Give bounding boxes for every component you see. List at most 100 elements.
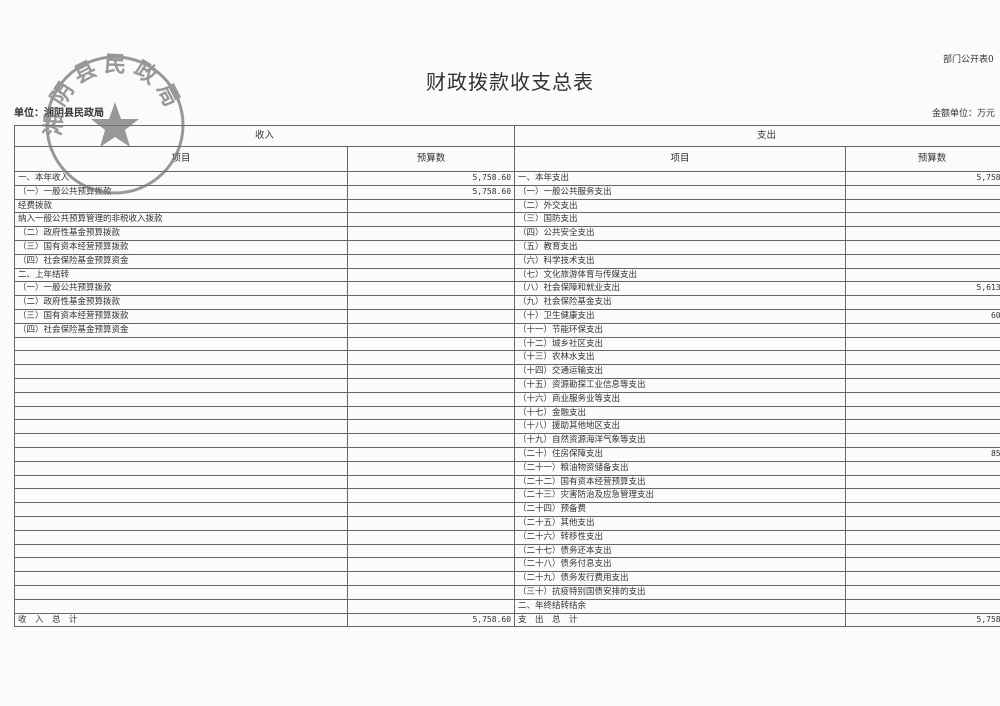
right-item: （十）卫生健康支出 xyxy=(514,308,847,324)
right-amount xyxy=(845,184,1000,200)
right-amount: 85.15 xyxy=(845,446,1000,462)
right-item: （二十二）国有资本经营预算支出 xyxy=(514,474,847,490)
left-item: 收 入 总 计 xyxy=(14,612,348,628)
left-item: （一）一般公共预算拨款 xyxy=(14,281,348,297)
table-row: （十二）城乡社区支出 xyxy=(14,336,1000,352)
stamp: 湘阴县民政局 xyxy=(40,51,185,195)
column-header: 项目 xyxy=(14,146,348,172)
left-amount xyxy=(346,350,516,366)
total-row: 收 入 总 计5,758.60支 出 总 计5,758.60 xyxy=(14,612,1000,628)
group-header: 支出 xyxy=(514,125,1000,147)
unit: 单位：湘阴县民政局 xyxy=(14,108,104,119)
right-amount xyxy=(845,405,1000,421)
column-header: 预算数 xyxy=(845,146,1000,172)
table-row: （四）社会保险基金预算资金 （六）科学技术支出 xyxy=(14,253,1000,269)
right-amount xyxy=(845,488,1000,504)
right-amount xyxy=(845,253,1000,269)
left-amount: 5,758.60 xyxy=(346,171,516,186)
currency-unit: 金额单位：万元 xyxy=(932,109,996,119)
title: 财政拨款收支总表 xyxy=(426,70,594,94)
table-row: （二十七）债务还本支出 xyxy=(14,543,1000,559)
right-amount xyxy=(845,226,1000,241)
right-item: （十二）城乡社区支出 xyxy=(514,336,847,352)
left-item: 纳入一般公共预算管理的非税收入拨款 xyxy=(14,212,348,228)
table-row: （十四）交通运输支出 xyxy=(14,364,1000,379)
column-header-row: 项目 预算数 项目 预算数 xyxy=(14,146,1000,172)
table-row: （十八）援助其他地区支出 xyxy=(14,419,1000,435)
form-number: 部门公开表0 xyxy=(943,55,994,65)
table-row: （一）一般公共预算拨款 5,758.60 （一）一般公共服务支出 xyxy=(14,184,1000,200)
left-item: （三）国有资本经营预算拨款 xyxy=(14,308,348,324)
left-amount xyxy=(346,460,516,476)
left-item xyxy=(14,419,348,435)
left-amount xyxy=(346,364,516,379)
right-amount xyxy=(845,198,1000,214)
right-item: （六）科学技术支出 xyxy=(514,253,847,269)
right-amount xyxy=(845,212,1000,228)
right-item: （十六）商业服务业等支出 xyxy=(514,391,847,407)
right-amount xyxy=(845,336,1000,352)
right-item: （二十九）债务发行费用支出 xyxy=(514,571,847,586)
right-item: （十一）节能环保支出 xyxy=(514,322,847,338)
left-amount xyxy=(346,212,516,228)
table-row: 二、上年结转 （七）文化旅游体育与传媒支出 xyxy=(14,267,1000,283)
left-item xyxy=(14,350,348,366)
table-row: （二十九）债务发行费用支出 xyxy=(14,571,1000,586)
left-item: （二）政府性基金预算拨款 xyxy=(14,295,348,310)
right-item: （五）教育支出 xyxy=(514,239,847,255)
right-amount xyxy=(845,322,1000,338)
left-amount: 5,758.60 xyxy=(346,184,516,200)
left-amount xyxy=(346,322,516,338)
table-row: （十六）商业服务业等支出 xyxy=(14,391,1000,407)
table-row: （二）政府性基金预算拨款 （九）社会保险基金支出 xyxy=(14,295,1000,310)
right-item: 支 出 总 计 xyxy=(514,612,847,628)
left-amount xyxy=(346,336,516,352)
left-amount xyxy=(346,405,516,421)
group-header-row: 收入 支出 xyxy=(13,125,1000,147)
right-amount xyxy=(845,529,1000,545)
right-item: （三十）抗疫特别国债安排的支出 xyxy=(514,584,847,600)
left-item xyxy=(14,377,348,393)
table-row: （三）国有资本经营预算拨款 （五）教育支出 xyxy=(14,239,1000,255)
left-item xyxy=(14,364,348,379)
right-amount xyxy=(845,460,1000,476)
table-row: （四）社会保险基金预算资金 （十一）节能环保支出 xyxy=(14,322,1000,338)
left-item xyxy=(14,405,348,421)
table-row: （二十三）灾害防治及应急管理支出 xyxy=(14,488,1000,504)
left-amount xyxy=(346,198,516,214)
left-amount xyxy=(346,281,516,297)
right-amount: 5,613.14 xyxy=(845,281,1000,297)
left-item xyxy=(14,391,348,407)
right-amount xyxy=(845,543,1000,559)
table-row: （二十五）其他支出 xyxy=(14,515,1000,531)
right-amount xyxy=(845,391,1000,407)
left-item xyxy=(14,543,348,559)
left-amount xyxy=(346,571,516,586)
right-amount xyxy=(845,502,1000,517)
right-amount xyxy=(845,557,1000,573)
left-amount xyxy=(346,529,516,545)
left-amount xyxy=(346,267,516,283)
right-amount xyxy=(845,433,1000,448)
right-amount xyxy=(845,474,1000,490)
right-item: （二十一）粮油物资储备支出 xyxy=(514,460,847,476)
right-amount xyxy=(845,515,1000,531)
right-amount xyxy=(845,267,1000,283)
left-item xyxy=(14,515,348,531)
left-amount: 5,758.60 xyxy=(346,612,516,628)
right-amount xyxy=(845,584,1000,600)
right-item: （二十八）债务付息支出 xyxy=(514,557,847,573)
left-amount xyxy=(346,433,516,448)
left-amount xyxy=(346,446,516,462)
right-item: （二十五）其他支出 xyxy=(514,515,847,531)
left-item: （四）社会保险基金预算资金 xyxy=(14,253,348,269)
left-amount xyxy=(346,419,516,435)
left-amount xyxy=(346,391,516,407)
left-item xyxy=(14,502,348,517)
left-amount xyxy=(346,295,516,310)
left-item xyxy=(14,529,348,545)
table-row: 纳入一般公共预算管理的非税收入拨款 （三）国防支出 xyxy=(14,212,1000,228)
left-item: （三）国有资本经营预算拨款 xyxy=(14,239,348,255)
